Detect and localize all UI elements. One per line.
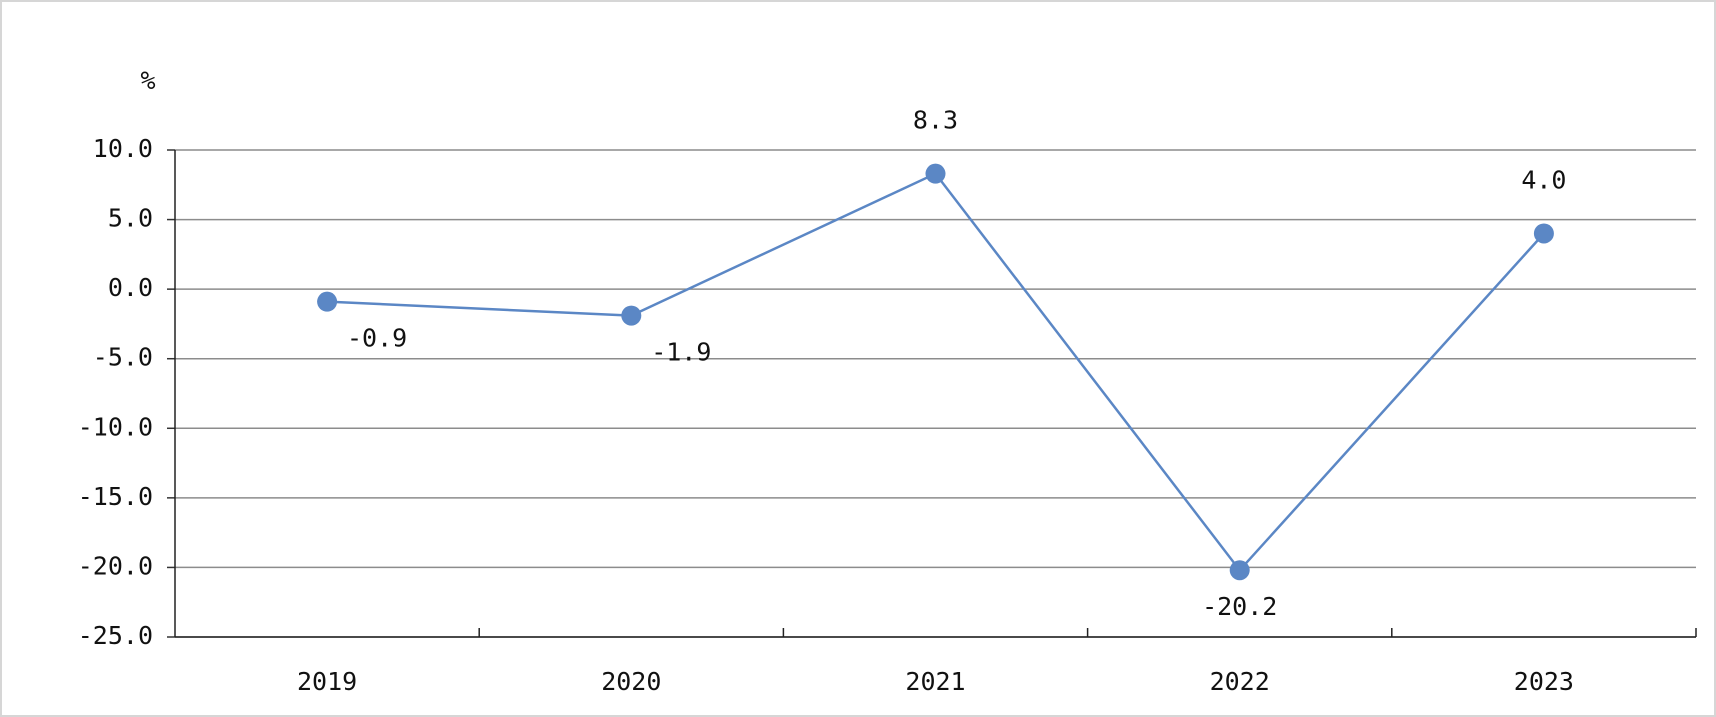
y-tick-label: 0.0 [108, 273, 153, 302]
x-tick-label: 2022 [1210, 667, 1270, 696]
y-tick-label: -5.0 [93, 343, 153, 372]
data-label: -1.9 [651, 338, 711, 367]
y-tick-label: 5.0 [108, 204, 153, 233]
x-tick-label: 2020 [601, 667, 661, 696]
point [925, 163, 946, 184]
y-tick-label: -10.0 [78, 412, 153, 441]
y-tick-label: -20.0 [78, 551, 153, 580]
point [621, 305, 642, 326]
point [1229, 560, 1250, 581]
data-label: -0.9 [347, 324, 407, 353]
point [317, 291, 338, 312]
point [1533, 223, 1554, 244]
data-label: 4.0 [1521, 165, 1566, 194]
y-tick-label: -15.0 [78, 482, 153, 511]
data-label: -20.2 [1202, 592, 1277, 621]
data-label: 8.3 [913, 106, 958, 135]
y-tick-label: -25.0 [78, 621, 153, 650]
y-tick-label: 10.0 [93, 134, 153, 163]
y-unit: % [140, 66, 155, 95]
x-tick-label: 2023 [1514, 667, 1574, 696]
x-tick-label: 2019 [297, 667, 357, 696]
x-tick-label: 2021 [905, 667, 965, 696]
